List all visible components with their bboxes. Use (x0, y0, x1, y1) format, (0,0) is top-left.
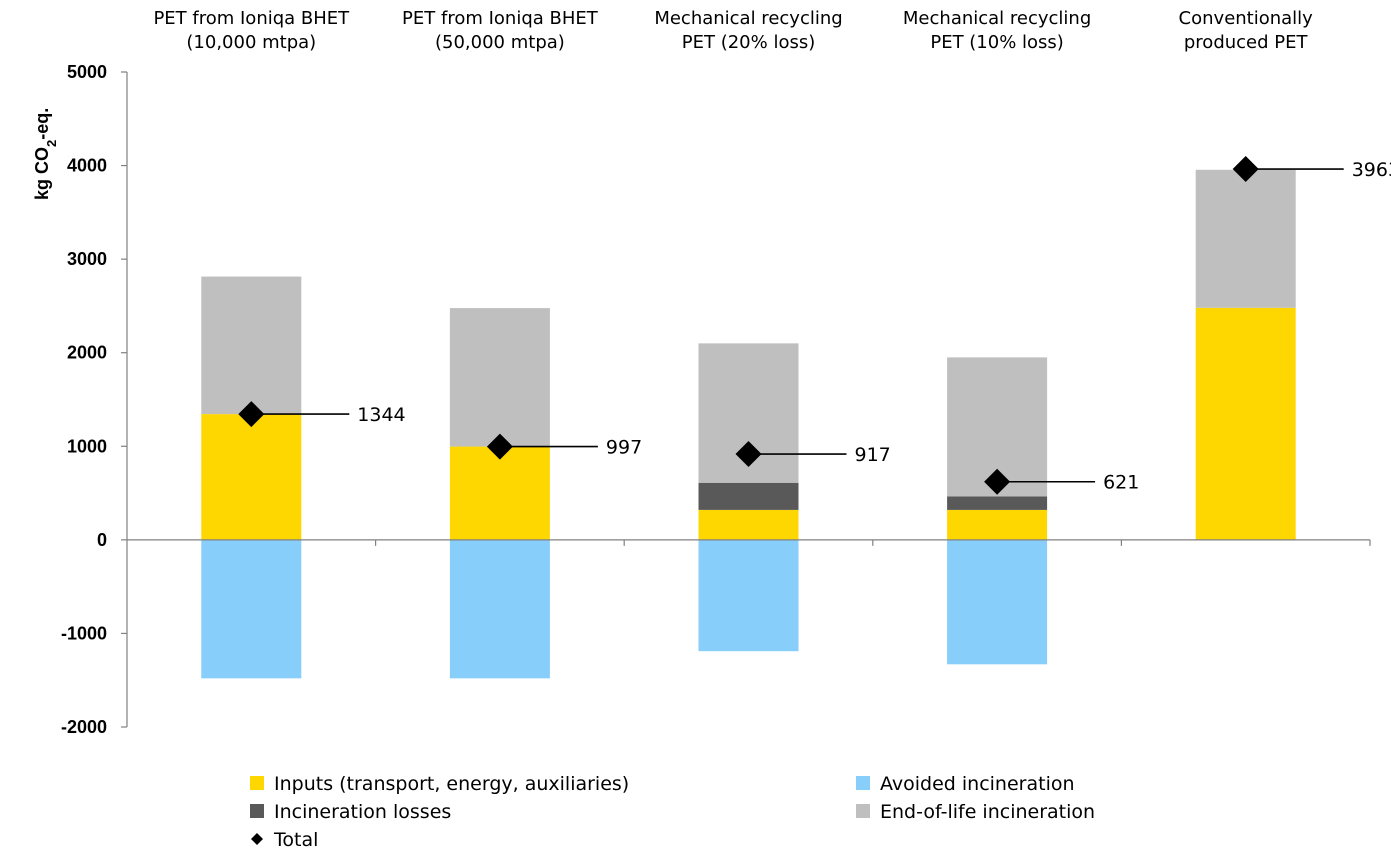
legend-label: End-of-life incineration (880, 801, 1095, 823)
y-tick-label: -1000 (61, 623, 107, 643)
total-value-label: 997 (606, 437, 642, 459)
bar-segment (947, 539, 1048, 665)
total-value-label: 3963 (1352, 159, 1391, 181)
bar-segment (449, 446, 550, 540)
legend-marker (251, 833, 263, 845)
y-axis-label: kg CO2-eq. (32, 108, 59, 200)
axes-layer: 5000 4000 3000 2000 1000 0 -1000 -2000 (61, 62, 1371, 737)
total-value-label: 621 (1103, 472, 1139, 494)
total-marker (735, 441, 762, 468)
y-tick-label: 3000 (67, 249, 107, 269)
y-tick-label: 0 (97, 530, 107, 550)
bar-segment (947, 496, 1048, 510)
legend-label: Avoided incineration (880, 773, 1075, 795)
total-value-label: 917 (855, 444, 891, 466)
bar-segment (449, 308, 550, 447)
total-marker (1232, 156, 1259, 183)
legend-swatch (856, 804, 870, 818)
legend-label: Incineration losses (274, 801, 451, 823)
bar-segment (698, 539, 799, 652)
bar-segment (698, 482, 799, 510)
bar-segment (201, 276, 302, 415)
bar-segment (201, 414, 302, 540)
total-marker (984, 468, 1011, 495)
y-tick-label: 4000 (67, 156, 107, 176)
category-label: Mechanical recycling PET (10% loss) (903, 8, 1091, 53)
category-label: PET from Ioniqa BHET (50,000 mtpa) (402, 8, 599, 53)
legend-swatch (856, 776, 870, 790)
bar-segment (1195, 307, 1296, 540)
bar-segment (201, 539, 302, 679)
y-tick-label: -2000 (61, 717, 107, 737)
y-tick-label: 5000 (67, 62, 107, 82)
category-label: PET from Ioniqa BHET (10,000 mtpa) (153, 8, 350, 53)
bar-segment (1195, 169, 1296, 308)
legend-swatch (250, 804, 264, 818)
bars-layer (201, 169, 1296, 679)
legend-label: Inputs (transport, energy, auxiliaries) (274, 773, 629, 795)
category-labels: PET from Ioniqa BHET (10,000 mtpa) PET fro… (153, 8, 1313, 53)
legend: Inputs (transport, energy, auxiliaries) A… (250, 773, 1095, 851)
y-tick-label: 2000 (67, 343, 107, 363)
bar-segment (449, 539, 550, 679)
total-marker (238, 401, 265, 428)
legend-label: Total (273, 829, 318, 851)
category-label: Conventionally produced PET (1179, 8, 1314, 53)
y-tick-label: 1000 (67, 436, 107, 456)
total-marker (486, 433, 513, 460)
category-label: Mechanical recycling PET (20% loss) (654, 8, 842, 53)
bar-segment (947, 509, 1048, 540)
total-value-label: 1344 (357, 404, 405, 426)
totals-layer: 1344 997 917 621 3963 (238, 156, 1391, 495)
legend-swatch (250, 776, 264, 790)
bar-segment (698, 509, 799, 540)
